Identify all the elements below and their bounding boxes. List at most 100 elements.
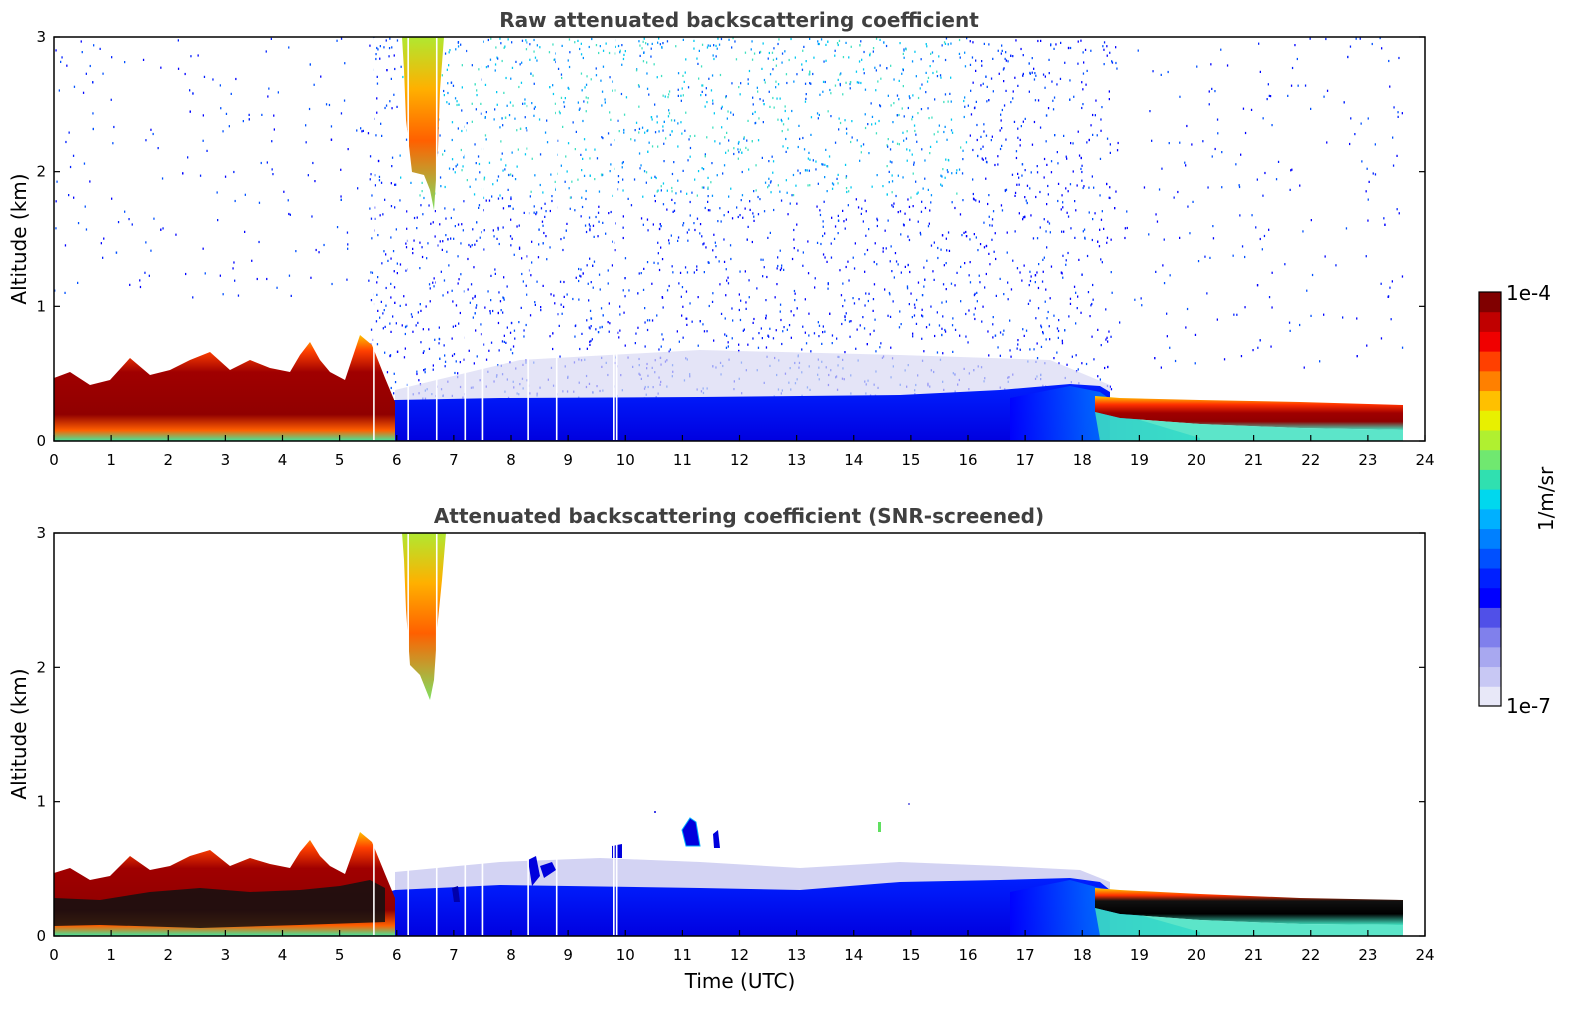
noise-speck <box>440 270 442 273</box>
noise-speck <box>925 71 927 74</box>
noise-speck <box>496 103 498 106</box>
noise-speck <box>890 64 892 67</box>
noise-speck <box>532 74 534 77</box>
noise-speck <box>1076 307 1078 310</box>
noise-speck <box>790 37 792 41</box>
noise-speck <box>704 155 706 158</box>
noise-speck <box>325 103 328 106</box>
noise-speck <box>461 109 463 112</box>
noise-speck <box>1106 54 1108 57</box>
noise-speck <box>400 65 402 68</box>
noise-speck <box>1069 183 1072 186</box>
noise-speck <box>507 188 509 191</box>
noise-speck <box>555 111 557 115</box>
noise-speck <box>824 80 826 84</box>
noise-speck <box>622 236 624 240</box>
noise-speck <box>601 104 603 107</box>
noise-speck <box>102 72 104 75</box>
noise-speck <box>715 245 717 248</box>
noise-speck <box>647 150 649 153</box>
noise-speck <box>720 312 723 315</box>
noise-speck <box>939 74 942 77</box>
noise-speck <box>985 134 988 137</box>
noise-speck <box>654 103 656 106</box>
data-gap-line <box>615 534 618 935</box>
noise-speck <box>779 190 781 193</box>
noise-speck <box>579 107 581 110</box>
noise-speck <box>440 185 442 188</box>
noise-speck <box>1177 190 1179 194</box>
noise-speck <box>819 93 821 96</box>
noise-speck <box>671 186 673 190</box>
noise-speck <box>898 326 901 329</box>
noise-speck <box>960 265 962 268</box>
noise-speck <box>150 128 152 131</box>
noise-speck <box>854 242 856 245</box>
noise-speck <box>1085 83 1087 86</box>
noise-speck <box>829 88 831 92</box>
noise-speck <box>707 186 709 189</box>
noise-speck <box>474 83 476 86</box>
noise-speck <box>1017 127 1019 130</box>
noise-speck <box>1108 330 1110 333</box>
noise-speck <box>995 294 997 297</box>
noise-speck <box>899 42 901 45</box>
noise-speck <box>951 131 954 134</box>
noise-speck <box>1325 37 1327 41</box>
noise-speck <box>375 320 378 323</box>
noise-speck <box>730 257 732 261</box>
noise-speck <box>725 334 728 337</box>
noise-speck <box>224 175 227 178</box>
noise-speck <box>472 297 474 300</box>
noise-speck <box>315 248 317 252</box>
noise-speck <box>893 276 895 279</box>
noise-speck <box>457 282 459 285</box>
noise-speck <box>549 86 551 89</box>
noise-speck <box>860 151 862 154</box>
noise-speck <box>991 218 994 221</box>
noise-speck <box>634 129 636 132</box>
noise-speck <box>908 303 910 306</box>
noise-speck <box>258 201 261 204</box>
noise-speck <box>1216 118 1219 121</box>
noise-speck <box>1304 84 1307 87</box>
noise-speck <box>795 184 797 187</box>
noise-speck <box>640 217 643 220</box>
noise-speck <box>503 91 505 94</box>
noise-speck <box>403 356 406 359</box>
noise-speck <box>809 73 811 76</box>
noise-speck <box>1069 297 1072 300</box>
noise-speck <box>581 169 583 172</box>
noise-speck <box>701 84 703 87</box>
noise-speck <box>705 87 707 90</box>
noise-speck <box>836 177 838 180</box>
noise-speck <box>574 335 576 338</box>
noise-speck <box>516 165 518 168</box>
noise-speck <box>856 328 858 331</box>
noise-speck <box>673 209 676 212</box>
noise-speck <box>844 299 846 302</box>
noise-speck <box>592 224 595 227</box>
noise-speck <box>344 62 346 65</box>
noise-speck <box>1078 258 1080 261</box>
noise-speck <box>844 163 847 166</box>
noise-speck <box>1009 319 1011 322</box>
noise-speck <box>1110 238 1112 241</box>
noise-speck <box>985 177 987 180</box>
noise-speck <box>1367 219 1369 222</box>
noise-speck <box>438 337 440 340</box>
noise-speck <box>920 233 922 236</box>
noise-speck <box>554 180 556 183</box>
noise-speck <box>671 130 673 133</box>
noise-speck <box>444 354 446 357</box>
noise-speck <box>963 115 965 119</box>
noise-speck <box>929 152 931 155</box>
noise-speck <box>1214 90 1216 93</box>
noise-speck <box>524 98 526 101</box>
noise-speck <box>725 151 727 154</box>
noise-speck <box>1156 220 1159 223</box>
noise-speck <box>567 142 570 145</box>
noise-speck <box>889 315 892 318</box>
noise-speck <box>702 84 704 87</box>
noise-speck <box>494 108 496 111</box>
